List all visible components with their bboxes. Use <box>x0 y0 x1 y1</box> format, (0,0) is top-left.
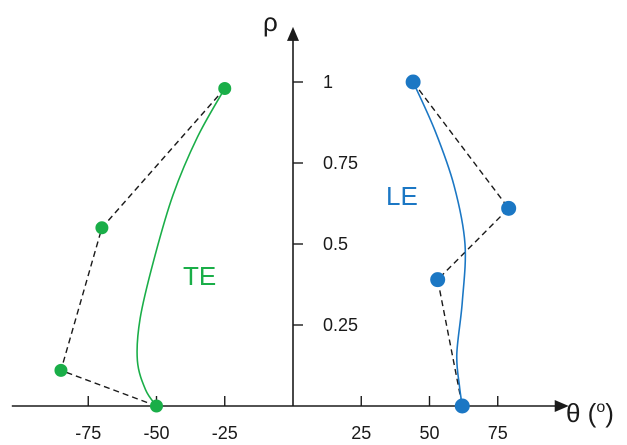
data-point <box>218 81 232 95</box>
x-tick-label: -25 <box>212 423 238 443</box>
y-tick-label: 0.5 <box>323 234 348 254</box>
axes: -75 -50 -25 25 50 75 0.25 0.5 0.75 1 <box>11 26 569 443</box>
x-tick-label: -75 <box>75 423 101 443</box>
y-tick-label: 1 <box>323 72 333 92</box>
x-tick-label: 75 <box>488 423 508 443</box>
x-tick-label: -50 <box>143 423 169 443</box>
x-axis-arrow <box>554 400 569 412</box>
data-point <box>454 398 470 414</box>
y-axis-label: ρ <box>263 7 278 37</box>
series-te: TE <box>54 81 232 413</box>
data-point <box>405 74 421 90</box>
data-point <box>430 272 446 288</box>
x-tick-label: 25 <box>351 423 371 443</box>
series-curve <box>412 81 467 407</box>
series-le: LE <box>386 74 517 414</box>
data-point <box>501 200 517 216</box>
control-polygon <box>60 88 226 407</box>
x-axis-label-close: ) <box>605 398 614 428</box>
series-curve <box>136 88 226 407</box>
control-polygon <box>412 81 510 407</box>
data-point <box>150 399 163 413</box>
x-axis-label-main: θ ( <box>566 398 597 428</box>
y-tick-label: 0.75 <box>323 153 358 173</box>
series-layer: TE LE <box>54 74 517 414</box>
series-label: TE <box>183 261 216 291</box>
y-tick-label: 0.25 <box>323 315 358 335</box>
x-axis-label-sup: o <box>596 399 605 416</box>
data-point <box>95 221 109 235</box>
x-tick-label: 50 <box>419 423 439 443</box>
series-label: LE <box>386 181 418 211</box>
x-axis-label: θ (o) <box>566 398 614 428</box>
data-point <box>54 363 68 377</box>
y-axis-arrow <box>287 26 299 41</box>
